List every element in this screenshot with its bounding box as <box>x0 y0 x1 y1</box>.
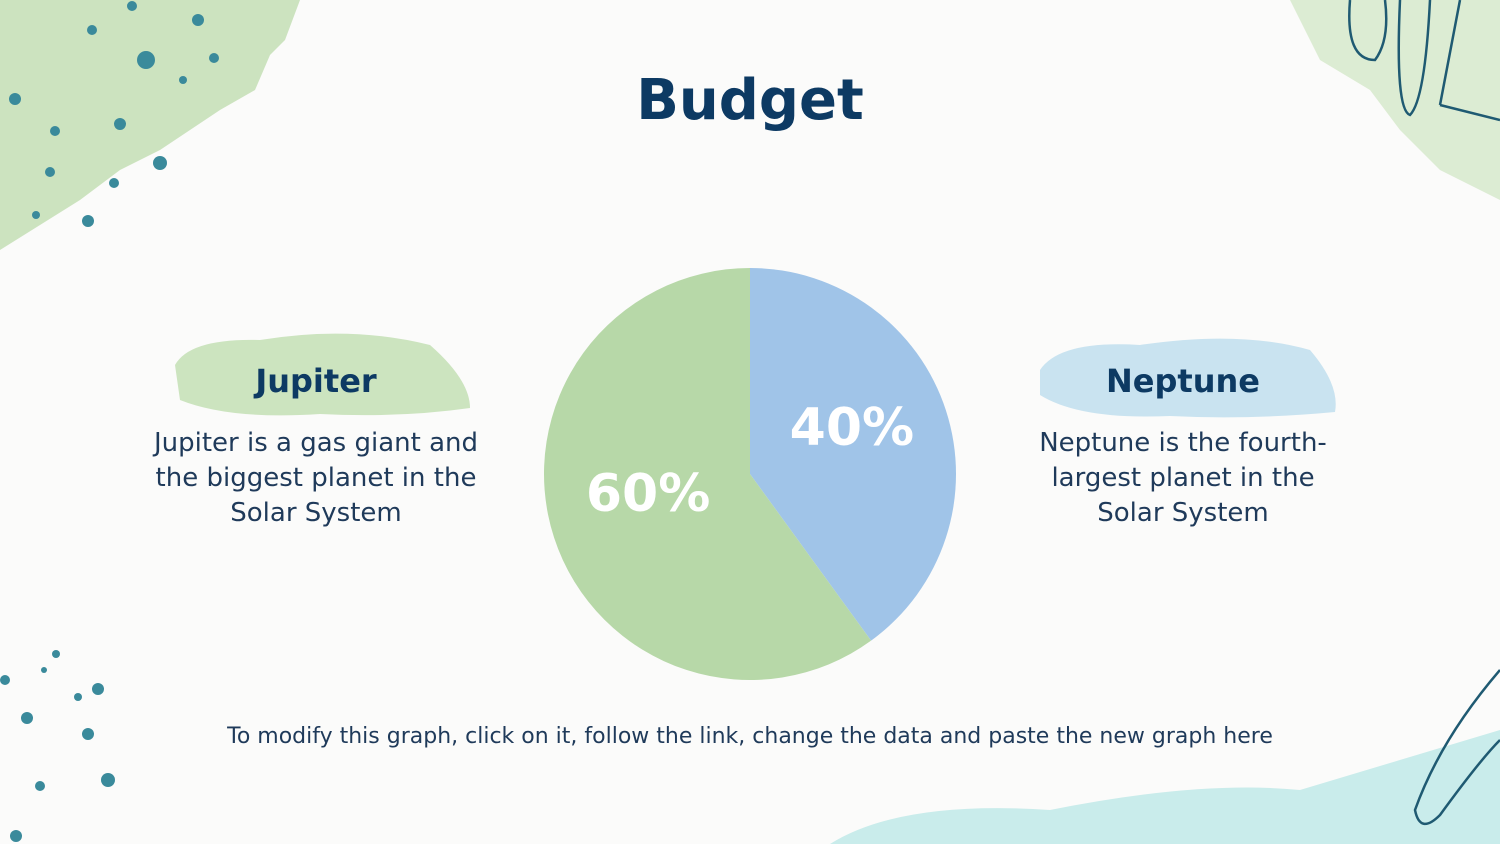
slice-label: 40% <box>790 398 914 458</box>
card-description: Jupiter is a gas giant and the biggest p… <box>153 428 478 528</box>
card-description: Neptune is the fourth-largest planet in … <box>1039 428 1327 528</box>
line-decoration <box>1348 0 1500 122</box>
slice-label: 60% <box>586 464 710 524</box>
brush-decoration <box>175 333 470 416</box>
line-decoration <box>1413 669 1500 825</box>
dots-decoration <box>0 1 219 842</box>
footer-note: To modify this graph, click on it, follo… <box>227 724 1273 749</box>
card-title: Jupiter <box>253 362 377 400</box>
chart-title: Budget <box>636 68 863 133</box>
pie-slice <box>543 268 872 680</box>
brush-decoration <box>1040 338 1336 418</box>
brush-decoration <box>1290 0 1500 200</box>
brush-decoration <box>0 0 300 250</box>
brush-decoration <box>830 730 1500 844</box>
pie-slice <box>750 268 956 641</box>
card-title: Neptune <box>1106 362 1260 400</box>
